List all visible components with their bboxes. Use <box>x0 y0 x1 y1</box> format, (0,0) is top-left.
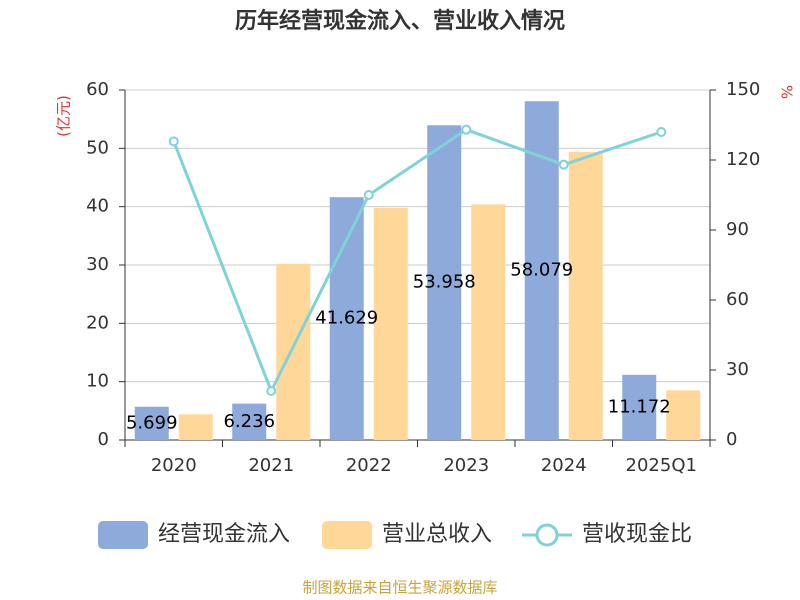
x-tick-label: 2023 <box>443 455 489 476</box>
y-tick-label: 10 <box>86 371 109 392</box>
bar <box>178 414 213 440</box>
data-label: 6.236 <box>223 411 275 432</box>
line-point <box>461 124 472 135</box>
bar <box>232 403 267 440</box>
x-tick-label: 2021 <box>248 455 294 476</box>
line-point <box>656 127 667 137</box>
data-label: 58.079 <box>510 260 573 281</box>
bar <box>134 406 169 440</box>
bar <box>666 390 701 440</box>
x-tick-label: 2025Q1 <box>626 455 697 476</box>
x-tick-label: 2024 <box>541 455 587 476</box>
y-tick-label: 40 <box>86 196 109 217</box>
data-label: 53.958 <box>413 272 476 293</box>
legend-label: 营业总收入 <box>382 522 492 547</box>
data-label: 5.699 <box>126 412 178 433</box>
y-tick-label: 30 <box>86 254 109 275</box>
y2-tick-label: 150 <box>726 79 760 100</box>
y-tick-label: 60 <box>86 79 109 100</box>
y2-axis-label: % <box>778 85 796 99</box>
data-label: 11.172 <box>608 396 671 417</box>
line-point <box>266 386 277 396</box>
bar <box>622 374 657 440</box>
legend-label: 营收现金比 <box>582 522 692 547</box>
y2-tick-label: 60 <box>726 289 749 310</box>
legend-swatch <box>535 523 559 547</box>
legend-swatch <box>98 521 148 549</box>
bar <box>568 151 603 441</box>
legend-label: 经营现金流入 <box>158 522 290 547</box>
y2-tick-label: 0 <box>726 429 737 450</box>
y2-tick-label: 30 <box>726 359 749 380</box>
y-tick-label: 0 <box>98 429 109 450</box>
line-point <box>168 136 179 147</box>
bar <box>373 207 408 440</box>
bar <box>427 125 462 441</box>
source-note: 制图数据来自恒生聚源数据库 <box>302 579 497 597</box>
legend-swatch <box>322 521 372 549</box>
bar <box>276 263 311 440</box>
bar <box>471 204 506 440</box>
y2-tick-label: 120 <box>726 149 760 170</box>
y2-tick-label: 90 <box>726 219 749 240</box>
y-tick-label: 50 <box>86 137 109 158</box>
line-series <box>172 127 662 395</box>
line-point <box>558 159 569 170</box>
data-label: 41.629 <box>315 308 378 329</box>
line-point <box>363 190 374 200</box>
y-axis-label: (亿元) <box>55 95 73 137</box>
x-tick-label: 2020 <box>151 455 197 476</box>
y-tick-label: 20 <box>86 312 109 333</box>
x-tick-label: 2022 <box>346 455 392 476</box>
chart-title: 历年经营现金流入、营业收入情况 <box>235 8 565 34</box>
